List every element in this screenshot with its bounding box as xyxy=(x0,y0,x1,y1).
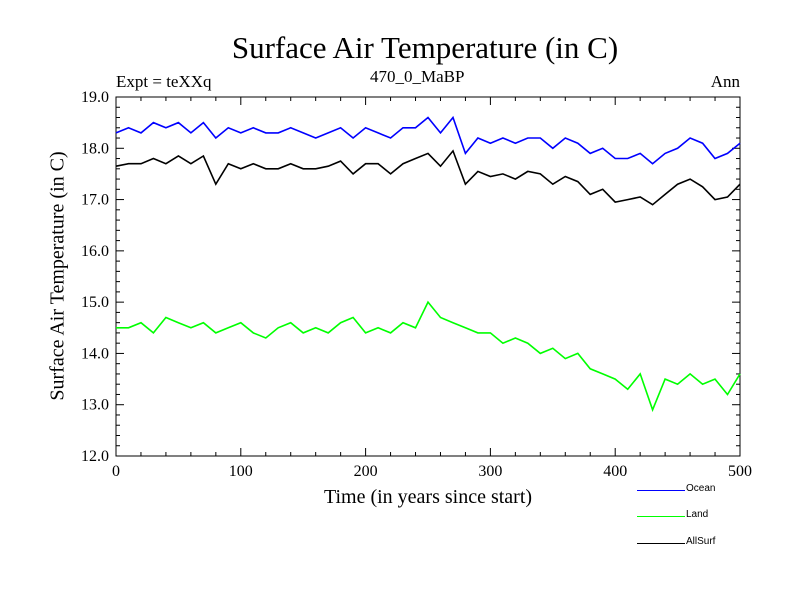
y-tick-label: 16.0 xyxy=(81,243,109,260)
x-tick-label: 0 xyxy=(112,463,120,480)
legend-label-ocean: Ocean xyxy=(686,483,716,494)
series-line-land xyxy=(116,300,741,413)
subtitle: 470_0_MaBP xyxy=(370,67,465,86)
y-tick-label: 13.0 xyxy=(81,397,109,414)
x-tick-label: 200 xyxy=(354,463,378,480)
legend-line-ocean xyxy=(637,490,685,491)
plot-frame xyxy=(115,96,741,457)
season-label: Ann xyxy=(710,72,740,91)
legend-line-land xyxy=(637,516,685,517)
x-tick-label: 500 xyxy=(728,463,752,480)
x-tick-label: 300 xyxy=(478,463,502,480)
chart-title: Surface Air Temperature (in C) xyxy=(231,30,619,65)
x-tick-label: 400 xyxy=(603,463,627,480)
series-line-ocean xyxy=(115,115,741,165)
series-line-allsurf xyxy=(115,149,741,206)
legend-line-allsurf xyxy=(637,543,685,544)
experiment-label: Expt = teXXq xyxy=(116,72,212,91)
y-tick-label: 12.0 xyxy=(81,448,109,465)
legend-label-land: Land xyxy=(686,509,709,520)
x-axis-label: Time (in years since start) xyxy=(323,486,533,508)
y-tick-label: 19.0 xyxy=(81,89,109,106)
y-tick-label: 17.0 xyxy=(81,192,109,209)
x-tick-label: 100 xyxy=(229,463,253,480)
legend-label-allsurf: AllSurf xyxy=(686,536,716,547)
y-tick-label: 18.0 xyxy=(81,140,109,157)
y-tick-label: 15.0 xyxy=(81,294,109,311)
y-tick-label: 14.0 xyxy=(81,345,109,362)
